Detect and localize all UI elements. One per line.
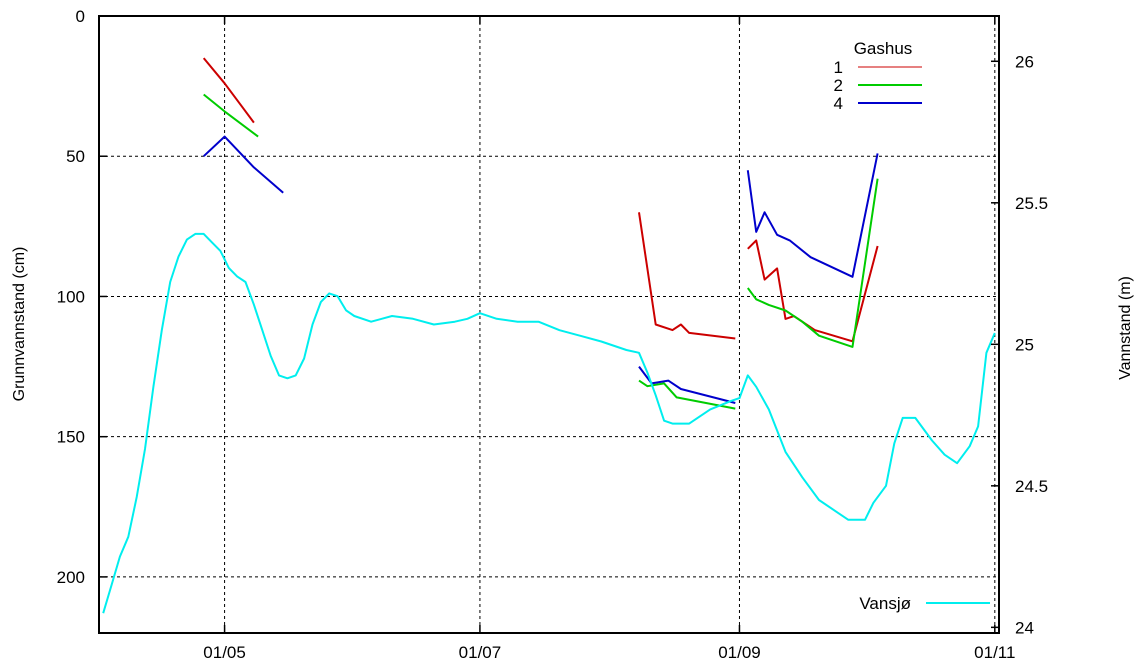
grid-layer xyxy=(99,16,999,633)
x-tick-label: 01/11 xyxy=(974,643,1015,662)
legend: Gashus 124 Vansjø xyxy=(834,39,990,613)
y-right-tick-label: 24 xyxy=(1015,618,1034,637)
legend-label-vansjo: Vansjø xyxy=(859,594,911,613)
y-axis-right-title: Vannstand (m) xyxy=(1117,276,1134,380)
y-left-tick-label: 50 xyxy=(66,147,85,166)
y-right-tick-label: 24.5 xyxy=(1015,477,1048,496)
plot-frame xyxy=(98,15,1000,634)
y-right-tick-label: 25.5 xyxy=(1015,194,1048,213)
series-line-gashus-2 xyxy=(203,93,259,138)
y-right-tick-label: 26 xyxy=(1015,52,1034,71)
axes-layer: 01/05 01/07 01/09 01/11 0 50 100 150 200 24 24.5 25… xyxy=(57,7,1048,662)
series-line-gashus-4 xyxy=(203,135,284,194)
y-left-tick-label: 150 xyxy=(57,428,85,447)
x-tick-label: 01/05 xyxy=(203,643,246,662)
series-line-gashus-1 xyxy=(747,239,879,343)
series-line-vansjo xyxy=(102,232,996,614)
series-line-gashus-1 xyxy=(638,212,736,340)
x-tick-label: 01/09 xyxy=(718,643,761,662)
series-line-gashus-4 xyxy=(638,366,736,404)
x-tick-label: 01/07 xyxy=(459,643,502,662)
legend-label-1: 1 xyxy=(834,58,843,77)
y-right-tick-label: 25 xyxy=(1015,335,1034,354)
series-line-gashus-2 xyxy=(638,379,736,410)
y-left-tick-label: 100 xyxy=(57,287,85,306)
y-left-tick-label: 200 xyxy=(57,568,85,587)
series-layer xyxy=(102,57,996,614)
y-axis-left-title: Grunnvannstand (cm) xyxy=(11,247,28,402)
series-line-gashus-2 xyxy=(746,178,879,348)
legend-label-2: 2 xyxy=(834,76,843,95)
series-line-gashus-4 xyxy=(746,153,879,278)
series-line-gashus-1 xyxy=(202,57,255,124)
legend-title: Gashus xyxy=(854,39,913,58)
legend-label-4: 4 xyxy=(834,94,843,113)
y-left-tick-label: 0 xyxy=(76,7,85,26)
